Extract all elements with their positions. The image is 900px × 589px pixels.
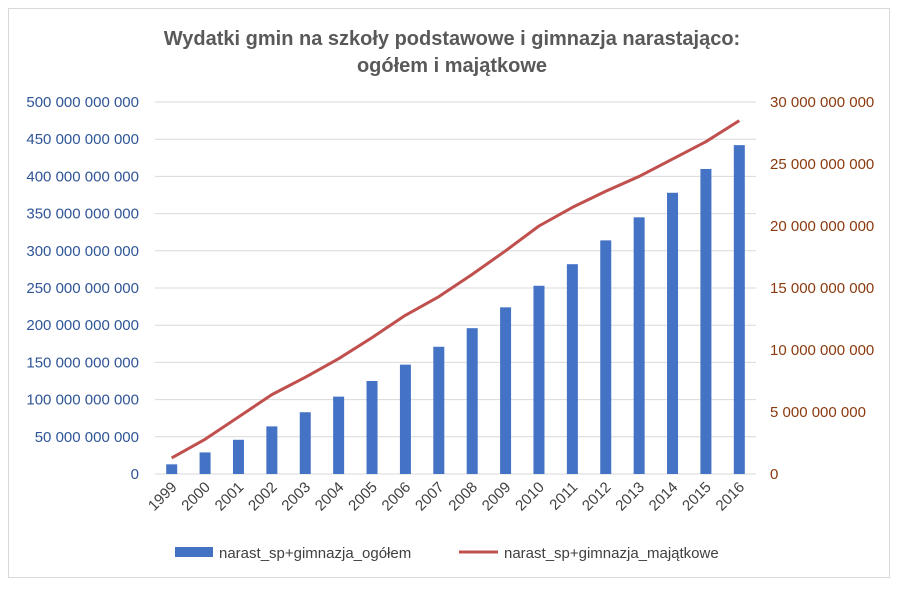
left-tick-label: 400 000 000 000 bbox=[26, 168, 139, 185]
legend-swatch-bar bbox=[175, 547, 213, 557]
bar-2008 bbox=[466, 328, 478, 474]
right-tick-label: 25 000 000 000 bbox=[770, 156, 874, 173]
x-tick-label: 2003 bbox=[278, 479, 314, 515]
x-tick-label: 2009 bbox=[479, 479, 515, 515]
bar-2013 bbox=[633, 217, 645, 474]
x-tick-label: 2001 bbox=[212, 479, 248, 515]
right-tick-label: 30 000 000 000 bbox=[770, 94, 874, 111]
legend-label-ogolem: narast_sp+gimnazja_ogółem bbox=[219, 545, 411, 562]
bar-2012 bbox=[600, 240, 612, 474]
chart-title: Wydatki gmin na szkoły podstawowe i gimn… bbox=[164, 28, 740, 50]
right-tick-label: 20 000 000 000 bbox=[770, 218, 874, 235]
bar-2010 bbox=[533, 285, 545, 474]
left-tick-label: 50 000 000 000 bbox=[35, 429, 139, 446]
left-tick-label: 0 bbox=[131, 466, 139, 483]
right-tick-label: 10 000 000 000 bbox=[770, 342, 874, 359]
bar-2005 bbox=[366, 381, 378, 474]
x-tick-label: 2008 bbox=[445, 479, 481, 515]
left-tick-label: 150 000 000 000 bbox=[26, 354, 139, 371]
bar-2007 bbox=[433, 346, 445, 474]
x-axis-ticks: 1999200020012002200320042005200620072008… bbox=[145, 479, 748, 515]
x-tick-label: 2000 bbox=[178, 479, 214, 515]
x-tick-label: 2015 bbox=[679, 479, 715, 515]
left-tick-label: 100 000 000 000 bbox=[26, 392, 139, 409]
x-tick-label: 2011 bbox=[546, 479, 581, 514]
bar-2009 bbox=[500, 307, 512, 474]
x-tick-label: 2012 bbox=[579, 479, 615, 515]
left-tick-label: 200 000 000 000 bbox=[26, 317, 139, 334]
bar-2002 bbox=[266, 426, 278, 474]
x-tick-label: 2013 bbox=[612, 479, 648, 515]
x-tick-label: 2014 bbox=[646, 479, 682, 515]
x-tick-label: 2010 bbox=[512, 479, 548, 515]
left-tick-label: 250 000 000 000 bbox=[26, 280, 139, 297]
x-tick-label: 2016 bbox=[713, 479, 749, 515]
gridlines bbox=[155, 101, 756, 475]
bar-2011 bbox=[566, 264, 578, 474]
legend-label-majatkowe: narast_sp+gimnazja_majątkowe bbox=[504, 545, 719, 562]
chart-subtitle: ogółem i majątkowe bbox=[357, 55, 547, 77]
right-tick-label: 0 bbox=[770, 466, 778, 483]
bar-2016 bbox=[733, 145, 745, 475]
x-tick-label: 2007 bbox=[412, 479, 448, 515]
left-tick-label: 300 000 000 000 bbox=[26, 243, 139, 260]
x-tick-label: 2004 bbox=[312, 479, 348, 515]
bar-2014 bbox=[667, 192, 679, 474]
left-axis-ticks: 0 50 000 000 000 100 000 000 000 150 000 00… bbox=[26, 94, 139, 483]
x-tick-label: 2005 bbox=[345, 479, 381, 515]
bar-series bbox=[166, 145, 745, 475]
bar-2003 bbox=[299, 412, 311, 474]
bar-1999 bbox=[166, 464, 178, 474]
bar-2015 bbox=[700, 168, 712, 474]
bar-2000 bbox=[199, 452, 211, 474]
left-tick-label: 450 000 000 000 bbox=[26, 131, 139, 148]
line-majatkowe bbox=[170, 119, 741, 460]
x-tick-label: 1999 bbox=[145, 479, 181, 515]
bar-2006 bbox=[399, 364, 411, 474]
right-axis-ticks: 0 5 000 000 000 10 000 000 000 15 000 000 0… bbox=[770, 94, 874, 483]
line-series bbox=[170, 119, 741, 460]
left-tick-label: 500 000 000 000 bbox=[26, 94, 139, 111]
bar-2001 bbox=[232, 439, 244, 474]
x-tick-label: 2006 bbox=[379, 479, 415, 515]
right-tick-label: 5 000 000 000 bbox=[770, 404, 866, 421]
bar-2004 bbox=[333, 396, 345, 474]
left-tick-label: 350 000 000 000 bbox=[26, 206, 139, 223]
legend: narast_sp+gimnazja_ogółem narast_sp+gimn… bbox=[175, 545, 719, 562]
x-tick-label: 2002 bbox=[245, 479, 281, 515]
right-tick-label: 15 000 000 000 bbox=[770, 280, 874, 297]
